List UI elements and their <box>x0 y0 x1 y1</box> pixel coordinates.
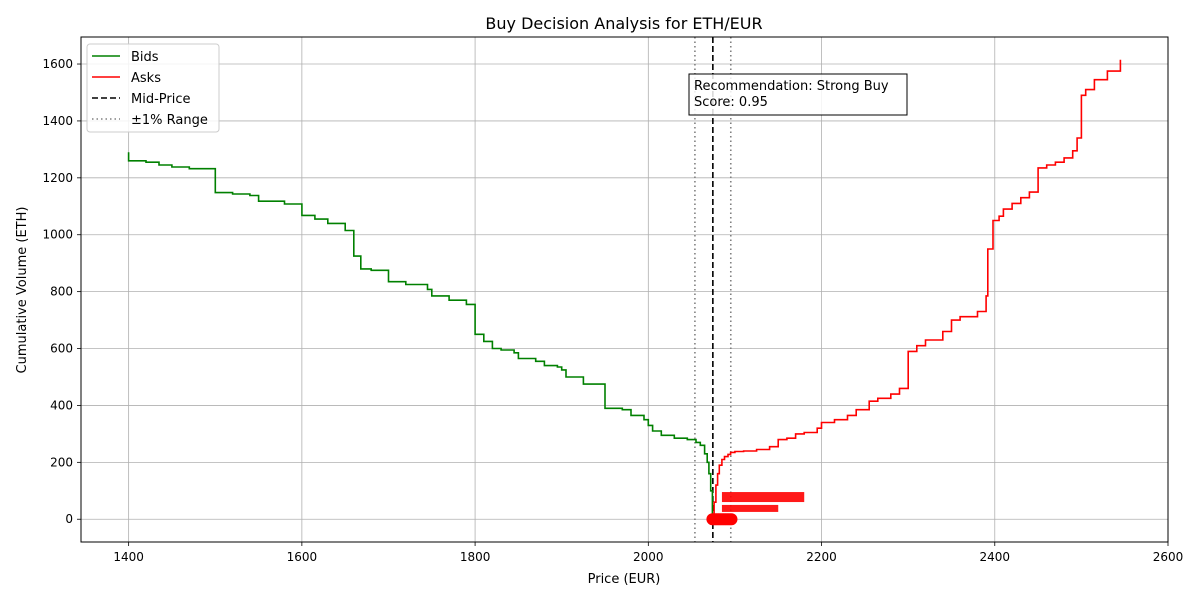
x-tick-label-1800: 1800 <box>460 550 491 564</box>
marker-cluster <box>706 492 805 526</box>
legend-label-asks: Asks <box>131 71 161 86</box>
y-tick-label-1200: 1200 <box>42 171 73 185</box>
y-tick-label-1000: 1000 <box>42 228 73 242</box>
axis-ticks: 1400 1600 1800 2000 2200 2400 2600 0 200 400 600 80… <box>42 57 1183 564</box>
annotation-line-2: Score: 0.95 <box>694 95 768 110</box>
legend-box <box>86 43 220 133</box>
legend-label-mid: Mid-Price <box>131 92 190 107</box>
legend-label-range: ±1% Range <box>131 113 208 128</box>
x-tick-label-2600: 2600 <box>1153 550 1184 564</box>
y-tick-label-0: 0 <box>65 512 73 526</box>
y-tick-label-600: 600 <box>50 342 73 356</box>
y-tick-label-1600: 1600 <box>42 57 73 71</box>
legend-label-bids: Bids <box>131 50 159 65</box>
annotation-box <box>688 73 908 116</box>
x-tick-label-1400: 1400 <box>113 550 144 564</box>
marker-label-row-1 <box>721 492 805 503</box>
series-line-bids <box>127 152 714 520</box>
y-tick-label-200: 200 <box>50 455 73 469</box>
y-tick-label-800: 800 <box>50 285 73 299</box>
x-tick-label-2400: 2400 <box>979 550 1010 564</box>
y-tick-label-400: 400 <box>50 398 73 412</box>
series-line-asks <box>713 59 1122 520</box>
recommendation-annotation: Recommendation: Strong Buy Score: 0.95 <box>688 73 908 116</box>
y-tick-label-1400: 1400 <box>42 114 73 128</box>
annotation-line-1: Recommendation: Strong Buy <box>694 79 889 94</box>
x-tick-label-1600: 1600 <box>287 550 318 564</box>
legend: Bids Asks Mid-Price ±1% Range <box>86 43 220 133</box>
grid-lines <box>81 37 1169 542</box>
chart-title: Buy Decision Analysis for ETH/EUR <box>485 14 762 33</box>
reference-lines <box>694 37 732 542</box>
x-tick-label-2200: 2200 <box>806 550 837 564</box>
marker-point-11 <box>725 513 738 526</box>
marker-label-row-2 <box>721 504 779 512</box>
x-axis-label: Price (EUR) <box>588 572 661 587</box>
y-axis-label: Cumulative Volume (ETH) <box>15 207 30 374</box>
x-tick-label-2000: 2000 <box>633 550 664 564</box>
plot-frame <box>80 36 1169 543</box>
series-lines <box>127 59 1122 520</box>
